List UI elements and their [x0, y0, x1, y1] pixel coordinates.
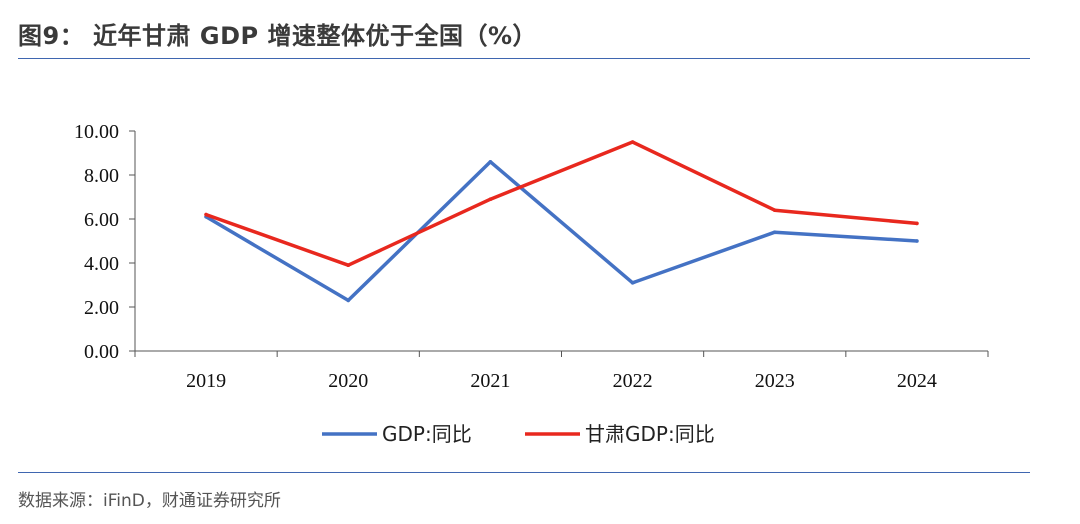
series-1-point: [346, 298, 351, 303]
y-tick-label: 8.00: [84, 165, 119, 187]
legend-label-2: 甘肃GDP:同比: [585, 422, 715, 446]
series-1-point: [630, 281, 635, 285]
legend-label-1: GDP:同比: [382, 422, 472, 446]
series-line-2: [204, 140, 919, 267]
series-2-point: [630, 140, 635, 144]
series-1-point: [915, 239, 919, 243]
series-2-point: [204, 212, 208, 217]
chart-title: 图9： 近年甘肃 GDP 增速整体优于全国（%）: [18, 22, 538, 50]
x-tick-label: 2019: [186, 370, 226, 392]
series-2-point: [772, 208, 777, 212]
data-source-note: 数据来源：iFinD，财通证券研究所: [18, 491, 281, 511]
x-tick-label: 2023: [755, 370, 795, 392]
y-tick-label: 0.00: [84, 341, 119, 363]
x-tick-label: 2020: [328, 370, 368, 392]
x-tick-label: 2024: [897, 370, 937, 392]
line-chart: 0.00 2.00 4.00 6.00 8.00 10.00 2019 2020 2021 202…: [74, 121, 989, 446]
y-tick-label: 2.00: [84, 297, 119, 319]
series-line-1: [204, 160, 919, 303]
x-tick-label: 2021: [470, 370, 510, 392]
title-divider: [18, 58, 1030, 59]
series-2-point: [346, 263, 351, 268]
y-tick-label: 4.00: [84, 253, 119, 275]
series-2-point: [915, 221, 919, 226]
source-divider: [18, 472, 1030, 473]
y-tick-label: 6.00: [84, 209, 119, 231]
series-1-point: [488, 160, 493, 164]
series-1-point: [772, 230, 777, 234]
x-tick-label: 2022: [613, 370, 653, 392]
y-tick-label: 10.00: [74, 121, 119, 143]
series-2-point: [488, 197, 493, 201]
